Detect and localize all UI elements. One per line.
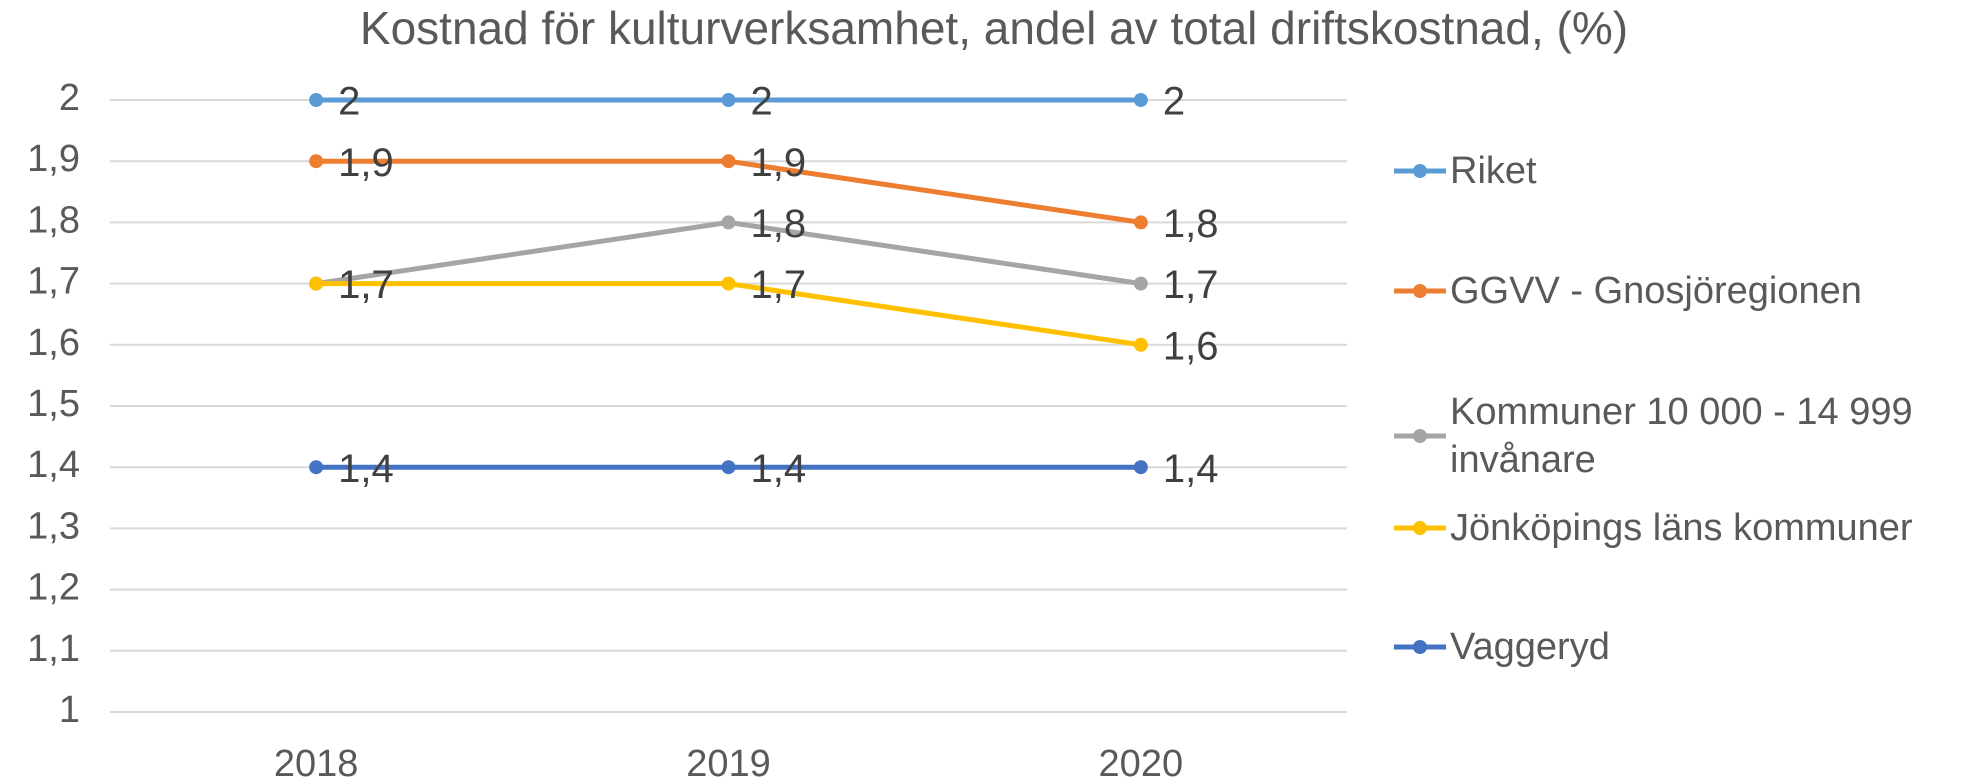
legend-marker [1413,284,1427,298]
series-line [316,281,1142,348]
y-tick-label: 1,4 [27,444,80,486]
data-point [1133,93,1148,107]
x-tick-label: 2020 [1099,743,1184,783]
data-label: 2 [1163,80,1185,124]
data-label: 1,7 [751,263,807,307]
data-point [1133,460,1148,475]
legend-label: GGVV - Gnosjöregionen [1450,270,1862,312]
x-tick-label: 2019 [686,743,771,783]
data-point [1133,337,1148,352]
legend-label: Kommuner 10 000 - 14 999 invånare [1450,391,1913,481]
series-line [315,219,1142,287]
data-label: 1,8 [751,202,807,246]
data-point [721,154,736,169]
data-point [309,154,324,169]
data-point [721,215,736,230]
x-tick-label: 2018 [274,743,359,783]
data-label: 1,7 [338,263,394,307]
data-label: 1,7 [1163,263,1219,307]
data-point [721,276,736,291]
legend-label: Riket [1450,150,1537,192]
legend-marker [1413,521,1427,535]
data-label: 1,4 [338,447,394,491]
legend-marker [1413,640,1427,654]
data-point [1133,215,1148,230]
data-point [309,276,324,291]
y-tick-label: 1 [59,689,80,731]
data-label: 2 [338,80,360,124]
y-tick-label: 1,2 [27,567,80,609]
data-point [1133,276,1148,291]
y-tick-label: 1,6 [27,322,80,364]
data-label: 1,8 [1163,202,1219,246]
legend-label: Jönköpings läns kommuner [1450,507,1913,549]
data-label: 1,9 [338,141,394,185]
data-label: 1,6 [1163,324,1219,368]
data-label: 1,9 [751,141,807,185]
data-label: 1,4 [1163,447,1219,491]
y-tick-label: 1,9 [27,138,80,180]
data-label: 2 [751,80,773,124]
data-point [309,93,324,107]
series-line [316,158,1142,225]
legend-label: Vaggeryd [1450,626,1610,668]
data-point [721,93,736,107]
y-tick-label: 1,3 [27,505,80,547]
legend-marker [1413,429,1427,443]
data-point [721,460,736,475]
y-tick-label: 1,7 [27,261,80,303]
chart-title: Kostnad för kulturverksamhet, andel av t… [360,2,1628,54]
data-label: 1,4 [751,447,807,491]
y-tick-label: 1,5 [27,383,80,425]
y-tick-label: 2 [59,77,80,119]
y-tick-label: 1,1 [27,628,80,670]
y-tick-label: 1,8 [27,199,80,241]
data-point [309,460,324,475]
legend-marker [1413,164,1427,178]
